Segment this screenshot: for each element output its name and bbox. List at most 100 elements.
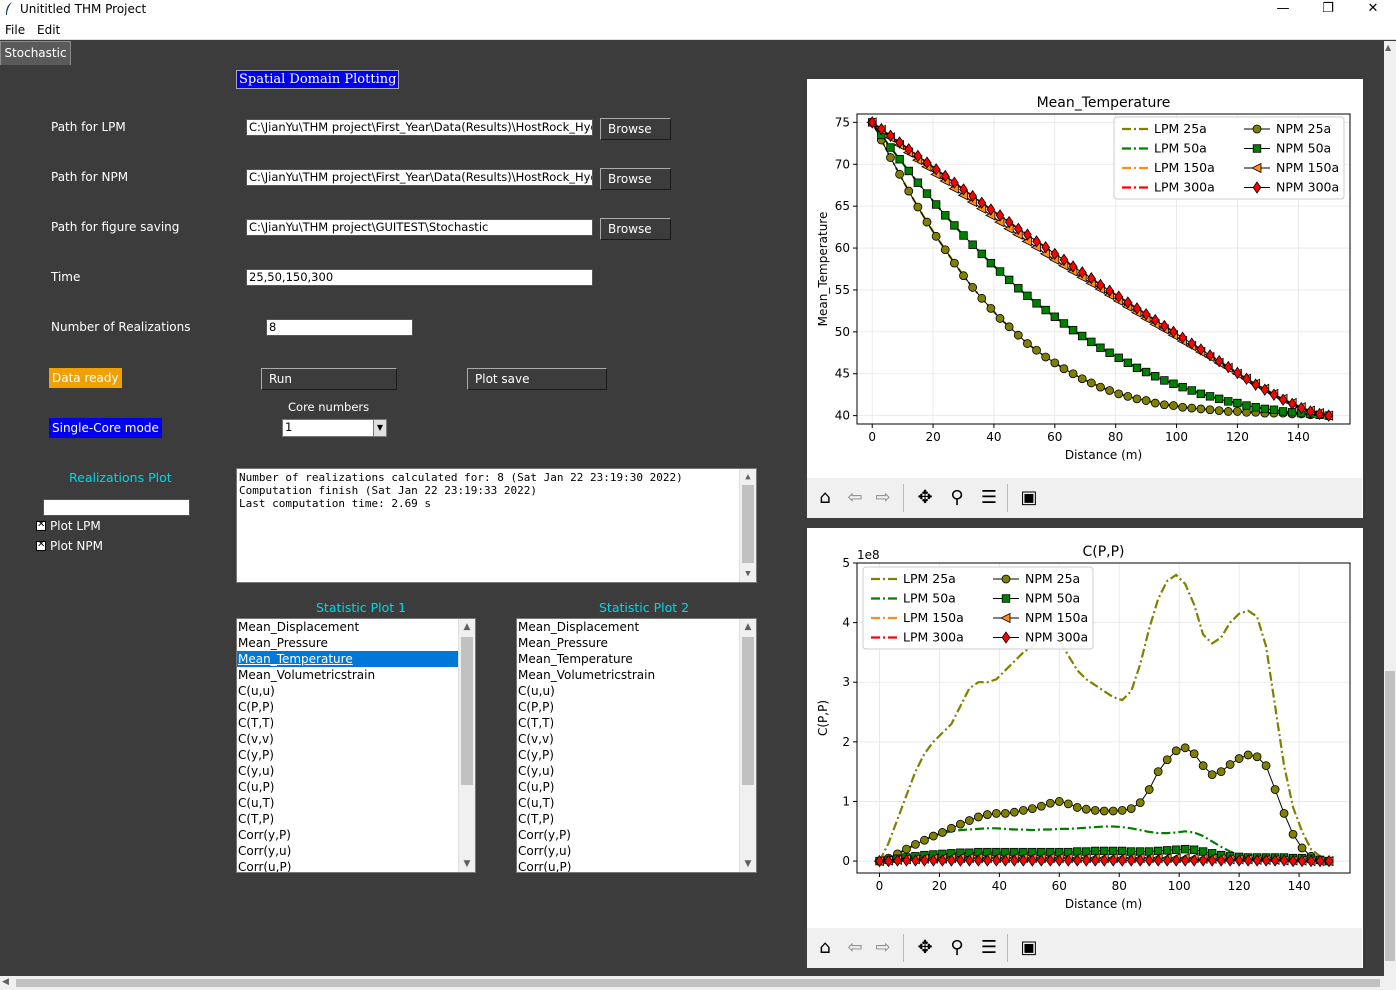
data-point [1032, 235, 1041, 248]
time-input[interactable]: 25,50,150,300 [246, 269, 593, 286]
zoom-icon[interactable]: ⚲ [950, 937, 964, 958]
pan-icon[interactable]: ✥ [917, 487, 933, 508]
list-item[interactable]: C(y,P) [238, 748, 274, 762]
realizations-input[interactable]: 8 [266, 319, 413, 336]
list-item[interactable]: Mean_Pressure [238, 636, 328, 650]
list-item[interactable]: Corr(y,u) [518, 844, 572, 858]
scroll-down-icon[interactable]: ▼ [745, 569, 751, 579]
npm-path-input[interactable]: C:\JianYu\THM project\First_Year\Data(Re… [246, 169, 593, 186]
list-item[interactable]: Corr(y,P) [518, 828, 571, 842]
list-item[interactable]: C(y,u) [238, 764, 275, 778]
window-vertical-scrollbar[interactable]: ▲ [1384, 41, 1396, 976]
zoom-icon[interactable]: ⚲ [950, 487, 964, 508]
home-icon[interactable]: ⌂ [819, 487, 831, 508]
list-item[interactable]: C(T,T) [518, 716, 555, 730]
list-item[interactable]: C(T,P) [518, 812, 555, 826]
log-textbox[interactable]: Number of realizations calculated for: 8… [236, 468, 757, 583]
configure-icon[interactable]: ☰ [980, 937, 998, 958]
forward-icon[interactable]: ⇨ [875, 937, 891, 958]
lpm-path-input[interactable]: C:\JianYu\THM project\First_Year\Data(Re… [246, 119, 593, 136]
scroll-up-icon[interactable]: ▲ [1385, 43, 1392, 52]
configure-icon[interactable]: ☰ [980, 487, 998, 508]
log-scrollbar[interactable]: ▲ ▼ [739, 469, 756, 582]
menu-file[interactable]: File [5, 23, 26, 37]
list-item[interactable]: Mean_Temperature [518, 652, 633, 666]
list-item[interactable]: C(y,u) [518, 764, 555, 778]
chevron-down-icon[interactable]: ▼ [373, 419, 387, 437]
list-item[interactable]: C(u,T) [518, 796, 555, 810]
list-item[interactable]: Mean_Displacement [238, 620, 360, 634]
list-item[interactable]: C(v,v) [238, 732, 274, 746]
scroll-up-icon[interactable]: ▲ [463, 622, 471, 632]
list-item[interactable]: C(P,P) [238, 700, 275, 714]
list-item[interactable]: C(u,T) [238, 796, 275, 810]
menu-edit[interactable]: Edit [37, 23, 61, 37]
data-point [1214, 354, 1224, 368]
list-item[interactable]: Mean_Temperature [237, 651, 458, 667]
browse-npm-button[interactable]: Browse [600, 168, 671, 190]
list-item[interactable]: Mean_Pressure [518, 636, 608, 650]
list-item[interactable]: C(v,v) [518, 732, 554, 746]
list-item[interactable]: C(u,P) [518, 780, 555, 794]
list-item[interactable]: Mean_Displacement [518, 620, 640, 634]
minimize-button[interactable]: — [1276, 1, 1290, 16]
scroll-down-icon[interactable]: ▼ [744, 859, 752, 869]
browse-lpm-button[interactable]: Browse [600, 118, 671, 140]
scroll-thumb[interactable] [16, 979, 1380, 987]
data-point [986, 258, 996, 268]
list-item[interactable]: C(u,P) [238, 780, 275, 794]
save-icon[interactable]: ▣ [1020, 487, 1038, 508]
maximize-button[interactable]: ❐ [1322, 1, 1334, 16]
realizations-plot-input[interactable] [43, 499, 190, 516]
data-point [1306, 405, 1315, 418]
scroll-down-icon[interactable]: ▼ [463, 859, 471, 869]
back-icon[interactable]: ⇦ [847, 487, 863, 508]
scroll-thumb[interactable] [461, 637, 473, 785]
data-point [1180, 854, 1190, 867]
list-item[interactable]: Corr(y,u) [238, 844, 292, 858]
data-point [1324, 409, 1333, 422]
list1-scrollbar[interactable]: ▲ ▼ [458, 619, 475, 872]
list-item[interactable]: Mean_Volumetricstrain [238, 668, 376, 682]
plot-npm-checkbox[interactable] [36, 539, 46, 551]
scroll-thumb[interactable] [742, 485, 754, 563]
list-item[interactable]: C(u,u) [518, 684, 555, 698]
scroll-up-icon[interactable]: ▲ [745, 472, 751, 482]
list-item[interactable]: Mean_Volumetricstrain [518, 668, 656, 682]
scroll-up-icon[interactable]: ▲ [744, 622, 752, 632]
scroll-thumb[interactable] [742, 637, 754, 785]
data-point [1108, 854, 1118, 867]
statistic-plot-2-list[interactable]: Mean_Displacement Mean_Pressure Mean_Tempe… [516, 618, 757, 873]
window-horizontal-scrollbar[interactable]: ◀ [0, 976, 1396, 990]
figure-path-input[interactable]: C:\JianYu\THM project\GUITEST\Stochastic [246, 219, 593, 236]
list-item[interactable]: C(T,P) [238, 812, 275, 826]
tab-stochastic[interactable]: Stochastic [0, 41, 71, 65]
statistic-plot-1-list[interactable]: Mean_Displacement Mean_Pressure Mean_Tempe… [236, 618, 476, 873]
close-button[interactable]: ✕ [1367, 1, 1379, 16]
data-point [1123, 391, 1133, 401]
list-item[interactable]: C(y,P) [518, 748, 554, 762]
back-icon[interactable]: ⇦ [847, 937, 863, 958]
core-numbers-select[interactable]: 1 [282, 419, 375, 437]
list-item[interactable]: C(P,P) [518, 700, 555, 714]
scroll-left-icon[interactable]: ◀ [2, 977, 9, 987]
statistic-plot-1-title: Statistic Plot 1 [316, 600, 407, 615]
forward-icon[interactable]: ⇨ [875, 487, 891, 508]
list-item[interactable]: Corr(y,P) [238, 828, 291, 842]
list-item[interactable]: C(T,T) [238, 716, 275, 730]
run-button[interactable]: Run [261, 368, 397, 390]
plot-save-button[interactable]: Plot save [467, 368, 607, 390]
pan-icon[interactable]: ✥ [917, 937, 933, 958]
data-point [1059, 364, 1069, 374]
list-item[interactable]: Corr(u,P) [518, 860, 572, 873]
browse-figure-button[interactable]: Browse [600, 218, 671, 240]
list-item[interactable]: C(u,u) [238, 684, 275, 698]
plot-lpm-checkbox[interactable] [36, 519, 46, 531]
scroll-thumb[interactable] [1385, 671, 1395, 961]
save-icon[interactable]: ▣ [1020, 937, 1038, 958]
list-item[interactable]: Corr(u,P) [238, 860, 292, 873]
list2-scrollbar[interactable]: ▲ ▼ [739, 619, 756, 872]
data-point [1187, 337, 1197, 350]
home-icon[interactable]: ⌂ [819, 937, 831, 958]
npm-path-label: Path for NPM [51, 170, 129, 184]
